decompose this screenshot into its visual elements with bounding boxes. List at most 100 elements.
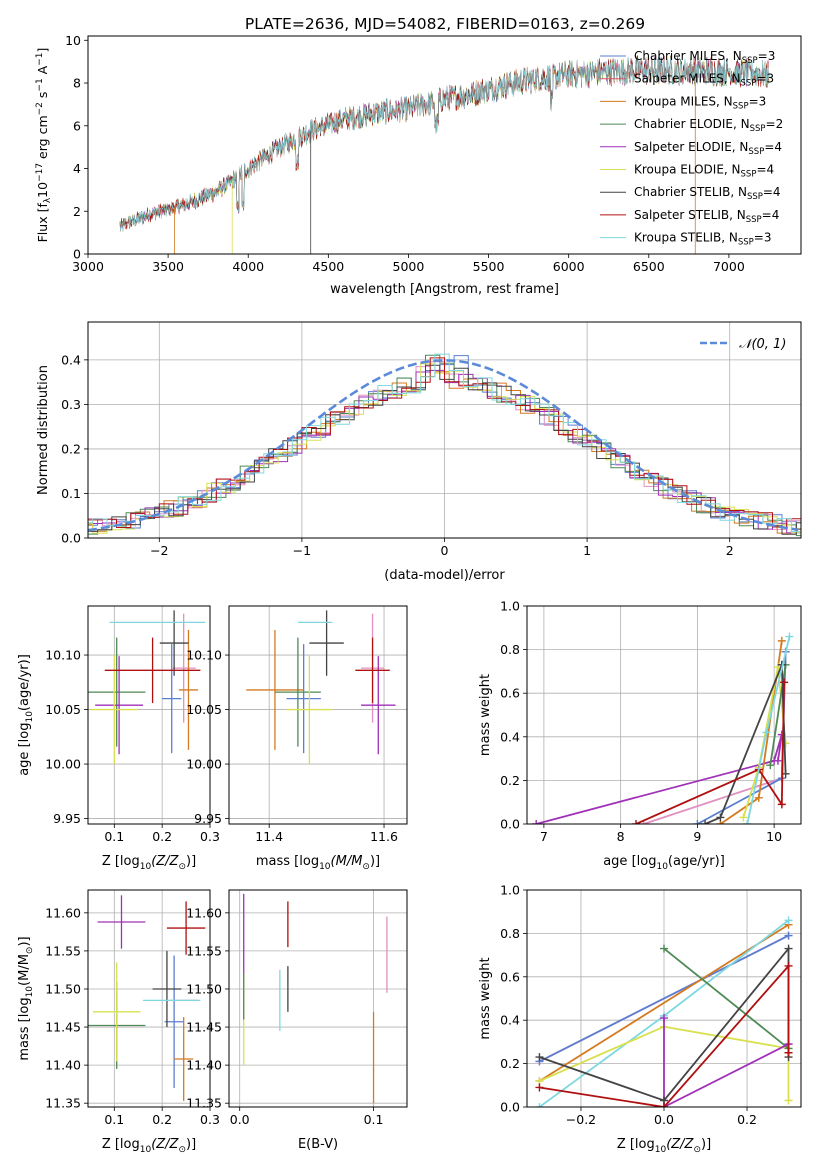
errorbar-points: [88, 895, 206, 1101]
y-tick-label: 1.0: [500, 599, 520, 614]
x-axis-label: Z [log10(Z/Z⊙)]: [102, 1137, 196, 1155]
errorbar-points: [88, 610, 206, 765]
massweight-marker: [784, 1048, 793, 1057]
x-axis-label: E(B-V): [298, 1137, 338, 1152]
x-tick-label: 5500: [473, 259, 505, 274]
x-tick-label: 0: [441, 543, 449, 558]
y-tick-label: 0.8: [500, 642, 520, 657]
massweight-marker: [785, 632, 794, 641]
legend-label: Salpeter ELODIE, NSSP=4: [634, 140, 782, 157]
y-tick-label: 0.0: [500, 817, 520, 832]
y-tick-label: 10.00: [45, 757, 81, 772]
histogram-series: [88, 354, 801, 537]
legend-label: Chabrier STELIB, NSSP=4: [634, 185, 781, 202]
y-tick-label: 8: [73, 76, 81, 91]
massweight-vs-age-panel: 7 8 9 10 0.0 0.2 0.4 0.6 0.8 1.0 age [log10(age/yr…: [478, 599, 802, 872]
massweight-marker: [535, 1053, 544, 1062]
histogram-series: [88, 363, 801, 534]
massweight-marker: [535, 1103, 544, 1107]
y-tick-label: 10.10: [186, 648, 222, 663]
x-tick-label: 0.0: [230, 1112, 250, 1127]
y-tick-label: 11.60: [45, 905, 81, 920]
y-tick-label: 11.50: [186, 981, 222, 996]
x-axis-label: Z [log10(Z/Z⊙)]: [102, 854, 196, 872]
x-tick-label: −0.2: [566, 1112, 596, 1127]
massweight-vs-metallicity-panel: −0.2 0.0 0.2 0.0 0.2 0.4 0.6 0.8 1.0 Z [log10(Z/Z…: [478, 883, 802, 1155]
legend-label: 𝒩(0, 1): [739, 337, 786, 352]
spectrum-series-line: [119, 56, 770, 232]
figure-title: PLATE=2636, MJD=54082, FIBERID=0163, z=0…: [245, 15, 645, 33]
axes-frame: [87, 605, 211, 825]
y-axis-label: Flux [fλ10−17 erg cm−2 s−1 A−1]: [35, 48, 53, 243]
massweight-marker: [784, 944, 793, 953]
massweight-series-line: [663, 947, 790, 1050]
x-axis-label: Z [log10(Z/Z⊙)]: [617, 1137, 711, 1155]
y-tick-label: 11.40: [45, 1058, 81, 1073]
massweight-marker: [784, 931, 793, 940]
legend-label: Salpeter MILES, NSSP=3: [634, 72, 774, 89]
residuals-panel: −2 −1 0 1 2 0.0 0.1 0.2 0.3 0.4 (data-model)/error…: [36, 321, 802, 583]
x-tick-label: 1: [583, 543, 591, 558]
massweight-marker: [660, 1103, 668, 1107]
x-tick-label: 0.0: [654, 1112, 674, 1127]
axes-frame: [87, 321, 802, 539]
massweight-marker: [716, 813, 725, 822]
mass-vs-metallicity-panel: 0.1 0.2 0.3 11.35 11.40 11.45 11.50 11.55 11.60 Z…: [17, 889, 220, 1155]
x-tick-label: 11.4: [255, 829, 283, 844]
massweight-marker: [660, 1014, 668, 1023]
massweight-series-line: [696, 651, 787, 824]
errorbar-points: [246, 610, 396, 765]
histogram-series: [88, 357, 801, 528]
y-axis-label: mass [log10(M/M⊙)]: [17, 936, 35, 1060]
y-tick-label: 11.55: [45, 943, 81, 958]
y-tick-label: 0.6: [500, 686, 520, 701]
y-tick-label: 11.45: [186, 1020, 222, 1035]
normal-curve: [88, 358, 799, 532]
x-tick-label: 6500: [633, 259, 665, 274]
y-tick-label: 10: [65, 33, 81, 48]
x-tick-label: 0.2: [152, 1112, 172, 1127]
age-vs-mass-panel: 11.4 11.6 9.95 10.00 10.05 10.10 mass [log10(M…: [186, 605, 408, 872]
massweight-marker: [780, 678, 789, 687]
x-tick-label: 11.6: [370, 829, 398, 844]
massweight-marker: [739, 813, 748, 822]
x-tick-label: 6000: [553, 259, 585, 274]
x-tick-label: 0.1: [104, 829, 124, 844]
mass-vs-ebv-panel: 0.0 0.1 11.35 11.40 11.45 11.50 11.55 11.60 E(B-…: [186, 889, 408, 1152]
y-tick-label: 0: [73, 247, 81, 262]
y-tick-label: 10.10: [45, 648, 81, 663]
massweight-series-line: [535, 734, 783, 824]
x-tick-label: 7: [540, 829, 548, 844]
y-tick-label: 1.0: [500, 883, 520, 898]
massweight-series-line: [663, 1018, 789, 1107]
x-tick-label: 7000: [713, 259, 745, 274]
massweight-marker: [535, 1083, 544, 1092]
errorbar-points: [243, 893, 388, 1104]
massweight-lines: [532, 632, 794, 824]
y-tick-label: 0.0: [500, 1100, 520, 1115]
x-tick-label: 0.3: [200, 829, 220, 844]
x-tick-label: 0.1: [364, 1112, 384, 1127]
y-tick-label: 11.35: [45, 1096, 81, 1111]
x-tick-label: 0.3: [200, 1112, 220, 1127]
axes-frame: [228, 889, 408, 1108]
y-tick-label: 10.05: [186, 702, 222, 717]
x-tick-label: 5000: [393, 259, 425, 274]
axes-frame: [87, 889, 211, 1108]
legend-label: Chabrier ELODIE, NSSP=2: [634, 117, 783, 134]
massweight-marker: [743, 820, 752, 824]
axes-frame: [87, 35, 802, 255]
axes-frame: [526, 605, 802, 825]
x-tick-label: −1: [293, 543, 311, 558]
massweight-marker: [532, 820, 541, 824]
x-tick-label: 4000: [232, 259, 264, 274]
x-tick-label: 0.1: [104, 1112, 124, 1127]
y-axis-label: age [log10(age/yr)]: [17, 654, 35, 776]
massweight-marker: [784, 916, 793, 925]
massweight-marker: [693, 820, 702, 824]
y-tick-label: 2: [73, 204, 81, 219]
legend-label: Chabrier MILES, NSSP=3: [634, 49, 775, 66]
massweight-marker: [701, 820, 710, 824]
y-tick-label: 0.3: [61, 397, 81, 412]
y-tick-label: 4: [73, 161, 81, 176]
